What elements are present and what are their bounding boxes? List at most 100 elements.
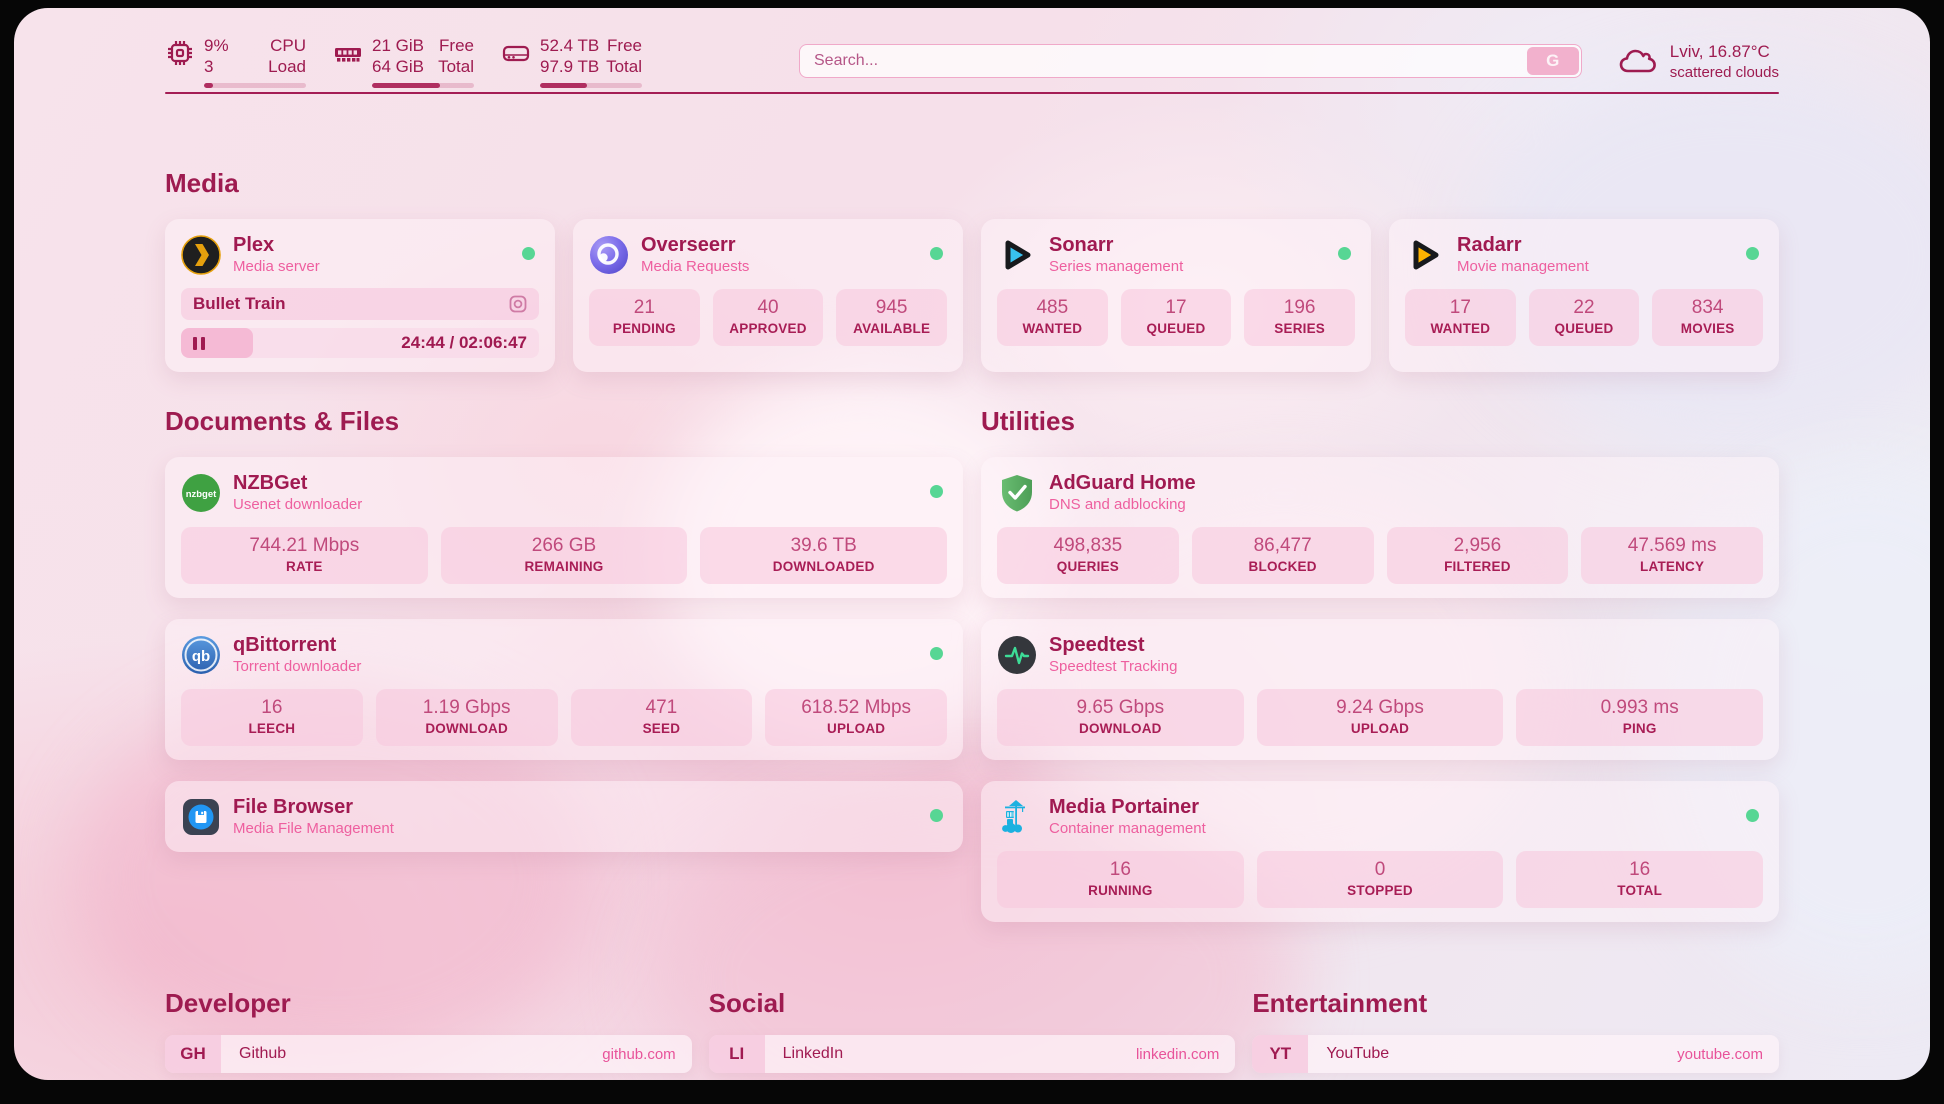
memory-widget: 21 GiB Free 64 GiB Total bbox=[333, 35, 474, 88]
cpu-load: 3 bbox=[204, 56, 214, 76]
stat-box: 498,835 QUERIES bbox=[997, 527, 1179, 584]
stat-box: 39.6 TB DOWNLOADED bbox=[700, 527, 947, 584]
app-card-adguard-home[interactable]: AdGuard Home DNS and adblocking 498,835 … bbox=[981, 457, 1779, 598]
app-desc: Media File Management bbox=[233, 820, 394, 837]
app-desc: Series management bbox=[1049, 258, 1184, 275]
utilities-section: AdGuard Home DNS and adblocking 498,835 … bbox=[981, 457, 1779, 922]
app-name: qBittorrent bbox=[233, 634, 337, 656]
cpu-icon bbox=[168, 40, 192, 65]
app-name: Plex bbox=[233, 234, 275, 256]
app-desc: Usenet downloader bbox=[233, 496, 363, 513]
stat-box: 17 QUEUED bbox=[1120, 289, 1232, 346]
section-title-developer: Developer bbox=[165, 988, 291, 1018]
app-name: Sonarr bbox=[1049, 234, 1114, 256]
section-title-media: Media bbox=[165, 168, 239, 198]
developer-bookmarks: GH Github github.com SO StackOverflow st… bbox=[165, 1035, 692, 1080]
playback-time: 24:44 / 02:06:47 bbox=[401, 333, 527, 352]
search-bar[interactable]: G bbox=[799, 44, 1582, 78]
stat-box: 744.21 Mbps RATE bbox=[181, 527, 428, 584]
app-desc: Media Requests bbox=[641, 258, 750, 275]
stat-box: 16 LEECH bbox=[181, 689, 363, 746]
app-name: Media Portainer bbox=[1049, 796, 1200, 818]
stat-box: 945 AVAILABLE bbox=[836, 289, 947, 346]
stat-box: 0.993 ms PING bbox=[1516, 689, 1763, 746]
bookmark-linkedin[interactable]: LI LinkedIn linkedin.com bbox=[708, 1035, 1236, 1073]
app-card-nzbget[interactable]: nzbget NZBGet Usenet downloader 744.21 M… bbox=[165, 457, 963, 598]
stat-box: 834 MOVIES bbox=[1652, 289, 1763, 346]
app-card-radarr[interactable]: Radarr Movie management 17 WANTED 22 QUE… bbox=[1389, 219, 1779, 372]
bookmark-youtube[interactable]: YT YouTube youtube.com bbox=[1252, 1035, 1779, 1073]
stat-box: 22 QUEUED bbox=[1528, 289, 1640, 346]
memory-progress bbox=[372, 82, 474, 88]
app-desc: Speedtest Tracking bbox=[1049, 658, 1178, 675]
stat-box: 471 SEED bbox=[570, 689, 753, 746]
app-card-qbittorrent[interactable]: qb qBittorrent Torrent downloader 16 LEE… bbox=[165, 619, 963, 760]
social-bookmarks: LI LinkedIn linkedin.com TW Twitter twit… bbox=[708, 1035, 1236, 1080]
cast-icon bbox=[509, 295, 527, 313]
svg-text:qb: qb bbox=[192, 648, 210, 665]
app-name: File Browser bbox=[233, 796, 354, 818]
stat-box: 0 STOPPED bbox=[1256, 851, 1504, 908]
app-card-overseerr[interactable]: Overseerr Media Requests 21 PENDING 40 A… bbox=[573, 219, 963, 372]
bookmark-github[interactable]: GH Github github.com bbox=[165, 1035, 692, 1073]
section-title-social: Social bbox=[708, 988, 786, 1018]
stat-box: 17 WANTED bbox=[1405, 289, 1516, 346]
disk-free-label: Free bbox=[607, 35, 642, 55]
stat-box: 86,477 BLOCKED bbox=[1191, 527, 1374, 584]
app-name: Overseerr bbox=[641, 234, 736, 256]
cpu-widget: 9% CPU 3 Load bbox=[165, 35, 306, 88]
app-name: NZBGet bbox=[233, 472, 308, 494]
now-playing-title: Bullet Train bbox=[193, 294, 286, 313]
memory-total: 64 GiB bbox=[372, 56, 424, 76]
stat-box: 618.52 Mbps UPLOAD bbox=[765, 689, 947, 746]
stat-box: 266 GB REMAINING bbox=[440, 527, 688, 584]
ram-icon bbox=[335, 47, 361, 62]
file-browser-icon bbox=[181, 797, 221, 837]
app-name: Speedtest bbox=[1049, 634, 1145, 656]
status-dot bbox=[522, 247, 535, 260]
weather-location-temp: Lviv, 16.87°C bbox=[1669, 41, 1770, 61]
nzbget-icon: nzbget bbox=[181, 473, 221, 513]
app-card-speedtest[interactable]: Speedtest Speedtest Tracking 9.65 Gbps D… bbox=[981, 619, 1779, 760]
app-card-plex[interactable]: Plex Media server Bullet Train bbox=[165, 219, 555, 372]
stat-box: 1.19 Gbps DOWNLOAD bbox=[375, 689, 558, 746]
disk-progress bbox=[540, 82, 642, 88]
app-desc: Container management bbox=[1049, 820, 1206, 837]
stat-box: 9.24 Gbps UPLOAD bbox=[1256, 689, 1504, 746]
app-card-file-browser[interactable]: File Browser Media File Management bbox=[165, 781, 963, 852]
google-search-button[interactable]: G bbox=[1526, 47, 1579, 75]
stat-box: 9.65 Gbps DOWNLOAD bbox=[997, 689, 1244, 746]
status-dot bbox=[1746, 247, 1759, 260]
stat-box: 16 RUNNING bbox=[997, 851, 1244, 908]
cpu-usage: 9% bbox=[204, 35, 229, 55]
section-title-utilities: Utilities bbox=[981, 406, 1075, 436]
search-input[interactable] bbox=[802, 52, 1527, 70]
weather-widget: Lviv, 16.87°C scattered clouds bbox=[1618, 41, 1779, 82]
plex-now-playing: Bullet Train 24:44 / 02:06:47 bbox=[181, 288, 539, 358]
stat-box: 16 TOTAL bbox=[1516, 851, 1763, 908]
status-dot bbox=[930, 485, 943, 498]
overseerr-icon bbox=[589, 235, 629, 275]
app-desc: Media server bbox=[233, 258, 320, 275]
plex-icon bbox=[181, 234, 221, 275]
weather-condition: scattered clouds bbox=[1669, 63, 1779, 81]
stat-box: 485 WANTED bbox=[997, 289, 1108, 346]
disk-total: 97.9 TB bbox=[540, 56, 600, 76]
disk-icon bbox=[502, 45, 530, 61]
app-card-media-portainer[interactable]: Media Portainer Container management 16 … bbox=[981, 781, 1779, 922]
stat-box: 40 APPROVED bbox=[712, 289, 824, 346]
pause-icon bbox=[193, 336, 205, 350]
playback-progress-bar: 24:44 / 02:06:47 bbox=[181, 328, 539, 358]
adguard-icon bbox=[997, 473, 1037, 513]
disk-widget: 52.4 TB Free 97.9 TB Total bbox=[501, 35, 642, 88]
status-dot bbox=[930, 247, 943, 260]
status-dot bbox=[1338, 247, 1351, 260]
dashboard-page: 9% CPU 3 Load 21 GiB Free bbox=[14, 8, 1930, 1080]
header-divider bbox=[165, 92, 1779, 94]
app-card-sonarr[interactable]: Sonarr Series management 485 WANTED 17 Q… bbox=[981, 219, 1371, 372]
cloud-icon bbox=[1619, 49, 1656, 73]
memory-free: 21 GiB bbox=[372, 35, 424, 55]
disk-free: 52.4 TB bbox=[540, 35, 600, 55]
app-desc: Torrent downloader bbox=[233, 658, 362, 675]
status-dot bbox=[930, 647, 943, 660]
